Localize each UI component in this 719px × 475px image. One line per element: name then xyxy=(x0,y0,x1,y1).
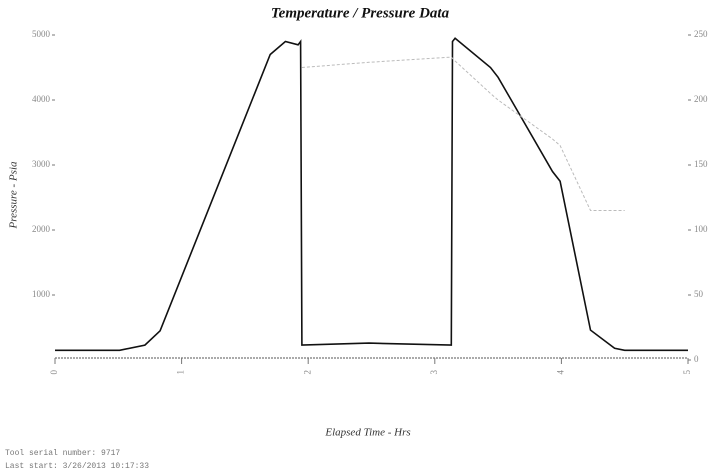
y-tick-label: 5000 xyxy=(32,29,51,39)
y2-tick-label: 0 xyxy=(694,354,699,364)
y-tick-label: 4000 xyxy=(32,94,51,104)
x-tick-label: 0 xyxy=(49,370,59,375)
y2-tick-label: 250 xyxy=(694,29,708,39)
y2-tick-label: 50 xyxy=(694,289,704,299)
y-tick-label: 2000 xyxy=(32,224,51,234)
x-axis-label: Elapsed Time - Hrs xyxy=(324,427,410,439)
footer-line: Tool serial number: 9717 xyxy=(5,449,120,458)
x-tick-label: 2 xyxy=(302,370,312,375)
series-line xyxy=(55,37,688,352)
chart-title: Temperature / Pressure Data xyxy=(271,5,450,21)
x-tick-label: 3 xyxy=(429,370,439,375)
y2-tick-label: 150 xyxy=(694,159,708,169)
y-axis-label: Pressure - Psia xyxy=(8,161,20,230)
x-tick-label: 5 xyxy=(682,370,692,375)
x-tick-label: 4 xyxy=(555,370,565,375)
y2-tick-label: 200 xyxy=(694,94,708,104)
y2-tick-label: 100 xyxy=(694,224,708,234)
series-line xyxy=(301,56,625,211)
x-tick-label: 1 xyxy=(176,370,186,375)
footer-line: Last start: 3/26/2013 10:17:33 xyxy=(5,462,149,471)
y-tick-label: 1000 xyxy=(32,289,51,299)
y-tick-label: 3000 xyxy=(32,159,51,169)
